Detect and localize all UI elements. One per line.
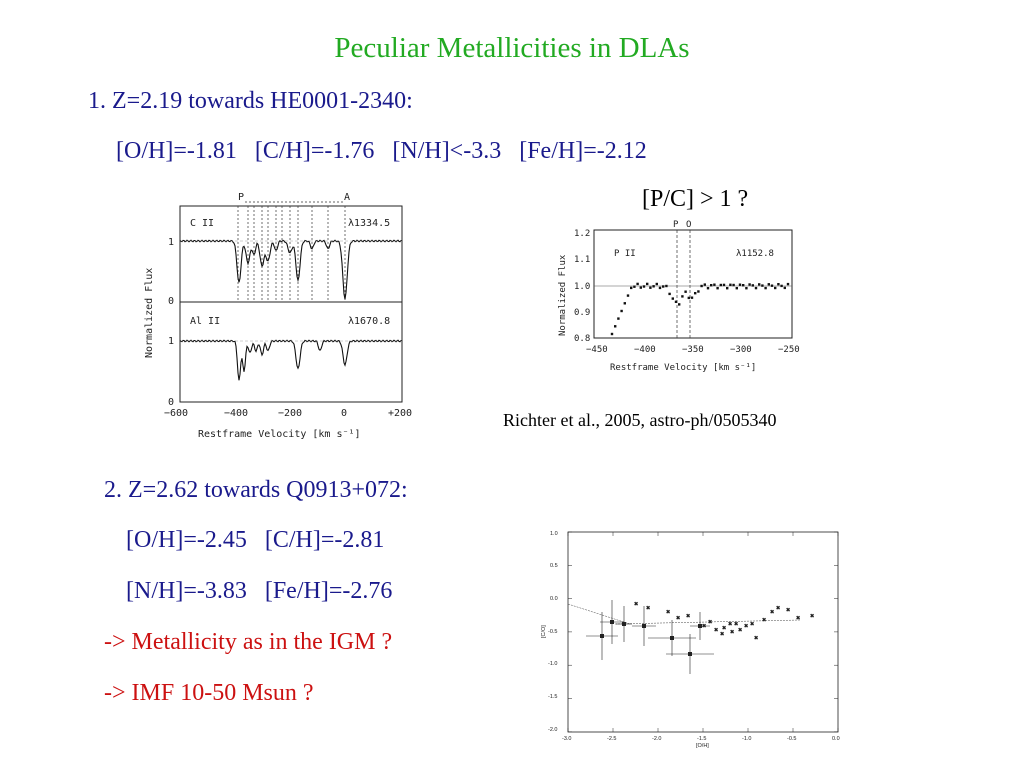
slide-title: Peculiar Metallicities in DLAs <box>334 32 690 64</box>
fig1-label-a: A <box>344 192 350 203</box>
svg-text:×: × <box>811 614 814 620</box>
item2-line1: [O/H]=-2.45 [C/H]=-2.81 <box>126 527 385 553</box>
bullet-igm: -> Metallicity as in the IGM ? <box>104 629 393 655</box>
fig2-xtick-5: −250 <box>778 345 800 355</box>
svg-text:×: × <box>735 622 738 628</box>
al2-spectrum <box>179 339 402 381</box>
panel1-ytick-0: 0 <box>168 296 174 307</box>
fig3-xlabel: [O/H] <box>696 743 709 749</box>
fig1-xtick-3: −200 <box>278 408 302 419</box>
fig2-ion: P II <box>614 249 636 259</box>
fig2-ytick-5: 0.8 <box>574 334 590 344</box>
svg-text:×: × <box>751 622 754 628</box>
fig1-xtick-5: +200 <box>388 408 412 419</box>
svg-text:×: × <box>771 610 774 616</box>
svg-text:×: × <box>723 626 726 632</box>
svg-text:×: × <box>709 620 712 626</box>
fig2-xtick-2: −400 <box>634 345 656 355</box>
panel2-wavelength: λ1670.8 <box>348 316 390 327</box>
item1-abundances: [O/H]=-1.81 [C/H]=-1.76 [N/H]<-3.3 [Fe/H… <box>116 138 647 164</box>
fig3-ytick-6: -1.5 <box>548 694 557 700</box>
pc-question: [P/C] > 1 ? <box>642 186 749 212</box>
svg-text:×: × <box>763 618 766 624</box>
fig2-xtick-3: −350 <box>682 345 704 355</box>
fig2-label-o: O <box>686 220 691 230</box>
fig1-ylabel: Normalized Flux <box>144 268 155 358</box>
fig3-xtick-4: -1.5 <box>697 736 706 742</box>
fig3-xtick-6: -0.5 <box>787 736 796 742</box>
svg-text:×: × <box>677 616 680 622</box>
svg-text:×: × <box>787 608 790 614</box>
panel1-wavelength: λ1334.5 <box>348 218 390 229</box>
c2-spectrum <box>179 239 402 300</box>
citation: Richter et al., 2005, astro-ph/0505340 <box>503 410 777 430</box>
svg-text:×: × <box>739 628 742 634</box>
item1-heading: 1. Z=2.19 towards HE0001-2340: <box>88 88 413 114</box>
fig2-ytick-4: 0.9 <box>574 308 590 318</box>
fig2-ytick-3: 1.0 <box>574 282 590 292</box>
fig1-xtick-1: −600 <box>164 408 188 419</box>
fig2-xtick-1: −450 <box>586 345 608 355</box>
svg-text:×: × <box>721 632 724 638</box>
fig3-ytick-2: 0.5 <box>550 563 558 569</box>
fig3-ytick-1: 1.0 <box>550 531 558 537</box>
fig3-ytick-3: 0.0 <box>550 596 558 602</box>
svg-text:×: × <box>635 602 638 608</box>
panel2-ytick-1: 1 <box>168 336 174 347</box>
figure-p2-profile: P O P II λ1152.8 1.2 1.1 1.0 0.9 0.8 −45… <box>558 220 800 373</box>
figure-co-vs-oh: ×××× ××× ××× × ×××× ×× ×××××× 1.0 0.5 0.0 -0.5… <box>541 531 840 749</box>
fig3-xtick-3: -2.0 <box>652 736 661 742</box>
svg-text:×: × <box>755 636 758 642</box>
panel1-ytick-1: 1 <box>168 237 174 248</box>
fig2-label-p: P <box>673 220 679 230</box>
bullet-imf: -> IMF 10-50 Msun ? <box>104 680 314 706</box>
fig3-ytick-7: -2.0 <box>548 727 557 733</box>
fig2-xlabel: Restframe Velocity [km s⁻¹] <box>610 363 756 373</box>
fig2-xtick-4: −300 <box>730 345 752 355</box>
fig3-ylabel: [C/O] <box>541 625 547 638</box>
fig3-xtick-2: -2.5 <box>607 736 616 742</box>
svg-text:×: × <box>777 606 780 612</box>
svg-text:×: × <box>745 624 748 630</box>
fig1-xtick-4: 0 <box>341 408 347 419</box>
fig3-xtick-7: 0.0 <box>832 736 840 742</box>
svg-text:×: × <box>667 610 670 616</box>
fig2-ytick-2: 1.1 <box>574 255 590 265</box>
fig1-xtick-2: −400 <box>224 408 248 419</box>
svg-text:×: × <box>687 614 690 620</box>
svg-text:×: × <box>729 622 732 628</box>
fig3-xtick-1: -3.0 <box>562 736 571 742</box>
fig3-xtick-5: -1.0 <box>742 736 751 742</box>
item2-line2: [N/H]=-3.83 [Fe/H]=-2.76 <box>126 578 393 604</box>
panel2-ion: Al II <box>190 316 220 327</box>
svg-text:×: × <box>647 606 650 612</box>
panel1-ion: C II <box>190 218 214 229</box>
panel2-ytick-0: 0 <box>168 397 174 408</box>
fig1-label-p: P <box>238 192 244 203</box>
figure-absorption-profiles: P A C II λ1334.5 Al II λ1670.8 1 0 1 0 −… <box>144 192 412 440</box>
item2-heading: 2. Z=2.62 towards Q0913+072: <box>104 477 408 503</box>
fig3-ytick-4: -0.5 <box>548 629 557 635</box>
svg-text:×: × <box>797 616 800 622</box>
svg-text:×: × <box>715 628 718 634</box>
fig3-ytick-5: -1.0 <box>548 661 557 667</box>
fig2-ytick-1: 1.2 <box>574 229 590 239</box>
svg-text:×: × <box>703 624 706 630</box>
fig2-ylabel: Normalized Flux <box>558 254 568 336</box>
fig2-wavelength: λ1152.8 <box>736 249 774 259</box>
fig1-xlabel: Restframe Velocity [km s⁻¹] <box>198 429 361 440</box>
svg-text:×: × <box>731 630 734 636</box>
